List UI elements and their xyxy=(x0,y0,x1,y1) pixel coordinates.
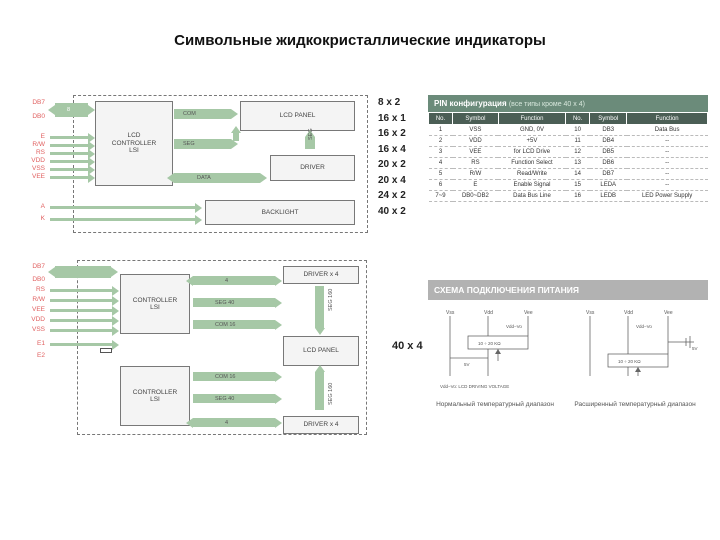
block-lcd-panel-2: LCD PANEL xyxy=(283,336,359,366)
power-scheme-section: СХЕМА ПОДКЛЮЧЕНИЯ ПИТАНИЯ Vss Vdd Vee 10… xyxy=(428,280,708,408)
block-driver: DRIVER xyxy=(270,155,355,181)
pin-label: RS xyxy=(15,149,45,156)
svg-text:10 ÷ 20 KΩ: 10 ÷ 20 KΩ xyxy=(618,359,641,364)
svg-text:Vee: Vee xyxy=(524,310,533,316)
power-diagram-extended: Vss Vdd Vee Vdd−Vo 10 ÷ 20 KΩ 5V xyxy=(568,306,702,401)
svg-text:10 ÷ 20 KΩ: 10 ÷ 20 KΩ xyxy=(478,341,501,346)
pin-label: E xyxy=(15,133,45,140)
power-diagram-normal: Vss Vdd Vee 10 ÷ 20 KΩ 5V Vdd−Vo Vdd−Vo: xyxy=(428,306,562,401)
power-caption-1: Нормальный температурный диапазон xyxy=(428,401,562,408)
svg-text:Vee: Vee xyxy=(664,310,673,316)
block-backlight: BACKLIGHT xyxy=(205,200,355,225)
svg-text:Vdd: Vdd xyxy=(484,310,493,316)
pin-label: R/W xyxy=(15,141,45,148)
svg-text:Vss: Vss xyxy=(446,310,455,316)
pin-label: DB7 xyxy=(15,99,45,106)
pin-rows: 1VSSGND, 0V10DB3Data Bus2VDD+5V11DB4--3V… xyxy=(429,125,708,202)
size-list: 8 x 2 16 x 1 16 x 2 16 x 4 20 x 2 20 x 4… xyxy=(378,95,406,219)
pin-config-header: PIN конфигурация (все типы кроме 40 x 4) xyxy=(428,95,708,112)
table-row: 2VDD+5V11DB4-- xyxy=(429,136,708,147)
block-controller-1: CONTROLLERLSI xyxy=(120,274,190,334)
block-diagram-40x4: DB7 DB0 RS R/W VEE VDD VSS E1 E2 CONTROL… xyxy=(15,260,370,435)
block-controller-2: CONTROLLERLSI xyxy=(120,366,190,426)
table-row: 3VEEfor LCD Drive12DB5-- xyxy=(429,147,708,158)
pin-label: VSS xyxy=(15,165,45,172)
svg-text:5V: 5V xyxy=(692,346,698,351)
block-lcd-panel: LCD PANEL xyxy=(240,101,355,131)
table-row: 4RSFunction Select13DB6-- xyxy=(429,158,708,169)
pin-label: VDD xyxy=(15,157,45,164)
svg-text:5V: 5V xyxy=(464,362,470,367)
svg-text:Vdd−Vo: LCD DRIVING VOLTAGE: Vdd−Vo: LCD DRIVING VOLTAGE xyxy=(440,384,509,389)
resistor-icon xyxy=(100,348,112,353)
block-diagram-standard: DB7 DB0 E R/W RS VDD VSS VEE A K 8 LCDCO… xyxy=(15,95,370,235)
table-row: 1VSSGND, 0V10DB3Data Bus xyxy=(429,125,708,136)
page-title: Символьные жидкокристаллические индикато… xyxy=(0,32,720,49)
block-driver-top: DRIVER x 4 xyxy=(283,266,359,284)
table-row: 7~9DB0~DB2Data Bus Line16LEDBLED Power S… xyxy=(429,191,708,202)
power-caption-2: Расширенный температурный диапазон xyxy=(568,401,702,408)
pin-label: K xyxy=(15,215,45,222)
pin-config-section: PIN конфигурация (все типы кроме 40 x 4)… xyxy=(428,95,708,202)
pin-label: VEE xyxy=(15,173,45,180)
svg-text:Vdd−Vo: Vdd−Vo xyxy=(506,324,522,329)
pin-label: DB0 xyxy=(15,113,45,120)
size-40x4-label: 40 x 4 xyxy=(392,340,423,352)
power-scheme-header: СХЕМА ПОДКЛЮЧЕНИЯ ПИТАНИЯ xyxy=(428,280,708,300)
pin-label: A xyxy=(15,203,45,210)
svg-text:Vdd−Vo: Vdd−Vo xyxy=(636,324,652,329)
block-driver-bottom: DRIVER x 4 xyxy=(283,416,359,434)
pin-config-table: No. Symbol Function No. Symbol Function … xyxy=(428,112,708,202)
svg-text:Vdd: Vdd xyxy=(624,310,633,316)
table-row: 6EEnable Signal15LEDA-- xyxy=(429,180,708,191)
svg-text:Vss: Vss xyxy=(586,310,595,316)
block-controller: LCDCONTROLLERLSI xyxy=(95,101,173,186)
table-row: 5R/WRead/Write14DB7-- xyxy=(429,169,708,180)
